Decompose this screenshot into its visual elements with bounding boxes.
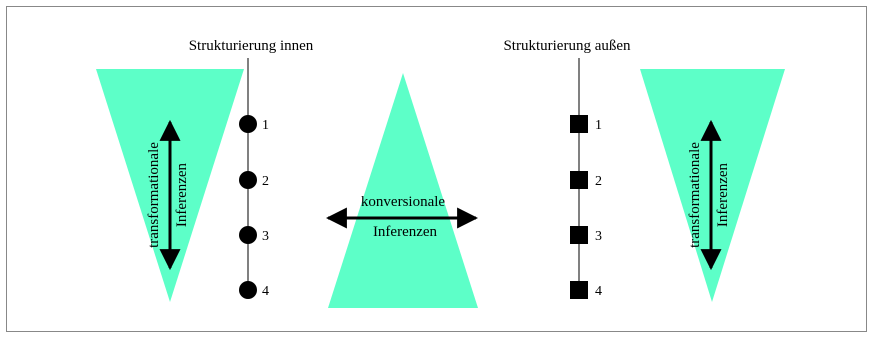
left-level-label-2: 2: [262, 174, 269, 189]
right-level-label-1: 1: [595, 118, 602, 133]
right-transform-label-line1: transformationale: [687, 142, 703, 248]
left-level-dot-2: [239, 171, 257, 189]
center-upright-triangle: [328, 73, 478, 308]
left-transform-label-line1: transformationale: [146, 142, 162, 248]
left-level-dot-1: [239, 115, 257, 133]
left-level-dot-4: [239, 281, 257, 299]
center-conversion-label-line2: Inferenzen: [373, 224, 438, 240]
right-level-square-1: [570, 115, 588, 133]
left-transform-label-line2: Inferenzen: [174, 162, 190, 227]
left-heading: Strukturierung innen: [189, 38, 314, 54]
center-conversion-label-line1: konversionale: [361, 194, 445, 210]
right-level-label-4: 4: [595, 284, 602, 299]
right-level-square-3: [570, 226, 588, 244]
diagram-frame: [6, 6, 867, 332]
right-transform-label-line2: Inferenzen: [715, 162, 731, 227]
right-level-label-2: 2: [595, 174, 602, 189]
left-level-label-3: 3: [262, 229, 269, 244]
left-level-label-4: 4: [262, 284, 269, 299]
right-level-markers: [570, 115, 588, 299]
right-level-square-4: [570, 281, 588, 299]
left-level-dot-3: [239, 226, 257, 244]
left-level-markers: [239, 115, 257, 299]
right-level-label-3: 3: [595, 229, 602, 244]
right-heading: Strukturierung außen: [503, 38, 631, 54]
right-level-square-2: [570, 171, 588, 189]
left-level-label-1: 1: [262, 118, 269, 133]
